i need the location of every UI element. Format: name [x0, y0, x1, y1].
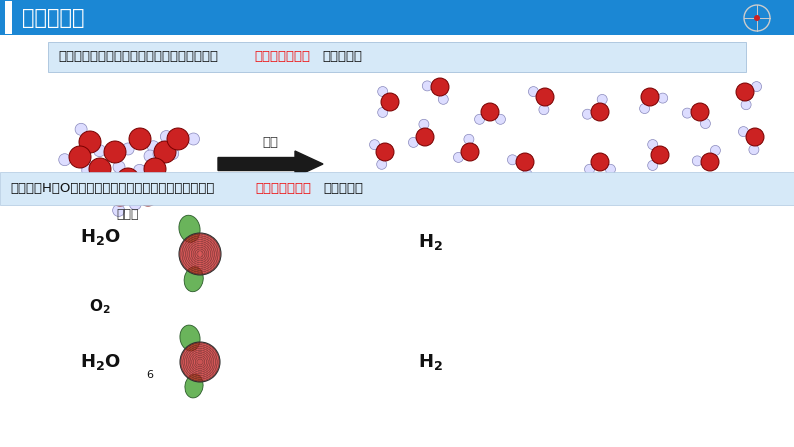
Circle shape [583, 109, 592, 119]
Circle shape [117, 168, 139, 190]
Circle shape [187, 133, 199, 145]
Text: 一、化学键: 一、化学键 [22, 8, 84, 28]
Circle shape [369, 139, 380, 150]
Text: $\mathbf{H_2}$: $\mathbf{H_2}$ [418, 352, 442, 372]
Circle shape [167, 128, 189, 150]
Circle shape [154, 141, 176, 163]
Circle shape [144, 158, 166, 180]
FancyArrow shape [218, 151, 323, 177]
Circle shape [153, 148, 165, 160]
Circle shape [376, 159, 387, 169]
Circle shape [129, 198, 141, 210]
Circle shape [113, 204, 125, 216]
Circle shape [536, 88, 554, 106]
Text: 的作用力。: 的作用力。 [322, 51, 363, 63]
Circle shape [69, 146, 91, 168]
Ellipse shape [184, 267, 203, 292]
Circle shape [378, 107, 387, 118]
Circle shape [648, 139, 657, 150]
Circle shape [376, 143, 394, 161]
Circle shape [741, 100, 751, 110]
Circle shape [657, 93, 668, 103]
Circle shape [94, 178, 106, 190]
Circle shape [692, 156, 703, 166]
Circle shape [700, 118, 711, 129]
Circle shape [754, 15, 760, 21]
Circle shape [606, 164, 615, 174]
Circle shape [597, 94, 607, 105]
FancyBboxPatch shape [48, 42, 746, 72]
Circle shape [419, 119, 429, 129]
Text: 破坏水分子之间: 破坏水分子之间 [254, 51, 310, 63]
Text: 水分子内H和O之间也存在相互作用，加热提供能量用来: 水分子内H和O之间也存在相互作用，加热提供能量用来 [10, 182, 214, 195]
Circle shape [475, 114, 484, 124]
Circle shape [133, 164, 145, 177]
Circle shape [591, 153, 609, 171]
Circle shape [113, 161, 125, 173]
Circle shape [711, 145, 720, 156]
Circle shape [495, 114, 506, 124]
Circle shape [75, 149, 87, 161]
Circle shape [129, 128, 151, 150]
Circle shape [136, 165, 148, 177]
Circle shape [507, 155, 518, 165]
Circle shape [137, 184, 159, 206]
Circle shape [648, 160, 657, 170]
FancyBboxPatch shape [0, 0, 794, 35]
Circle shape [591, 103, 609, 121]
Circle shape [641, 88, 659, 106]
Circle shape [691, 103, 709, 121]
Text: 汽化: 汽化 [263, 135, 279, 148]
Circle shape [79, 158, 91, 170]
Circle shape [82, 164, 94, 177]
Circle shape [682, 108, 692, 118]
Circle shape [522, 169, 532, 180]
Circle shape [180, 342, 220, 382]
Circle shape [408, 137, 418, 148]
Text: 6: 6 [147, 370, 153, 380]
Circle shape [160, 131, 172, 143]
Circle shape [89, 158, 111, 180]
Ellipse shape [179, 215, 200, 242]
Text: 破坏这种作用力: 破坏这种作用力 [255, 182, 311, 195]
Circle shape [431, 78, 449, 96]
Circle shape [481, 103, 499, 121]
Circle shape [109, 184, 131, 206]
Circle shape [167, 148, 179, 160]
Circle shape [79, 131, 101, 153]
Circle shape [422, 81, 432, 91]
Circle shape [738, 127, 749, 137]
Circle shape [100, 182, 112, 194]
Text: $\mathbf{H_2O}$: $\mathbf{H_2O}$ [79, 227, 121, 247]
Ellipse shape [180, 325, 200, 351]
Text: $\mathbf{O_2}$: $\mathbf{O_2}$ [89, 298, 111, 316]
Circle shape [752, 82, 761, 92]
FancyBboxPatch shape [0, 172, 794, 205]
Circle shape [461, 143, 479, 161]
Circle shape [701, 153, 719, 171]
Circle shape [381, 93, 399, 111]
Circle shape [378, 87, 387, 97]
Circle shape [453, 152, 464, 162]
Circle shape [104, 141, 126, 163]
Ellipse shape [185, 374, 203, 398]
Text: $\mathbf{H_2}$: $\mathbf{H_2}$ [418, 232, 442, 252]
Circle shape [75, 123, 87, 135]
Circle shape [539, 105, 549, 115]
Circle shape [516, 153, 534, 171]
Circle shape [138, 174, 150, 186]
Text: 液体水: 液体水 [117, 208, 139, 222]
Text: 使水分解。: 使水分解。 [324, 182, 364, 195]
Circle shape [122, 143, 134, 155]
Circle shape [179, 233, 221, 275]
Circle shape [749, 145, 759, 155]
Circle shape [125, 188, 137, 200]
FancyBboxPatch shape [5, 1, 12, 34]
Circle shape [464, 134, 474, 144]
Circle shape [59, 154, 71, 166]
Circle shape [94, 145, 106, 156]
Text: $\mathbf{H_2O}$: $\mathbf{H_2O}$ [79, 352, 121, 372]
Circle shape [736, 83, 754, 101]
Circle shape [438, 94, 449, 104]
